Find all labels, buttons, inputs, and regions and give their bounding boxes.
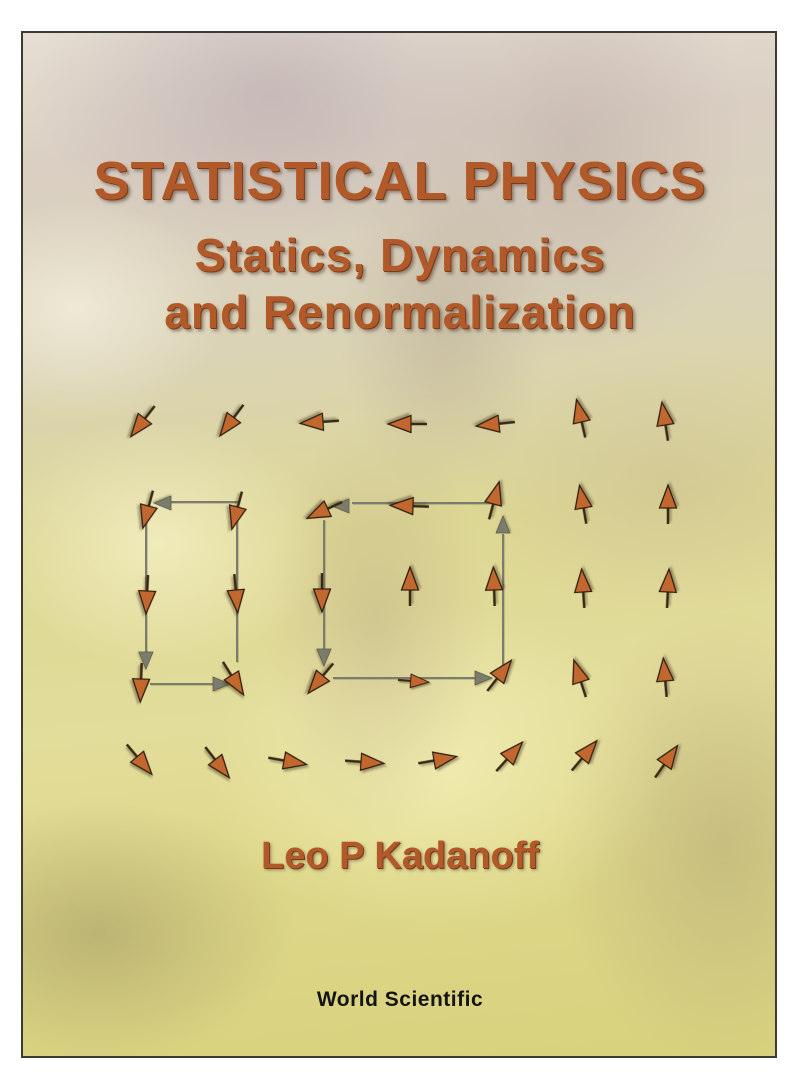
spin-arrow-icon [465,472,524,531]
spin-arrow-icon [470,398,523,451]
spin-arrow-icon [557,563,608,614]
spin-arrow-icon [293,478,357,542]
spin-arrow-icon [183,728,250,795]
spin-arrow-icon [409,732,465,788]
book-cover [21,31,777,1058]
spin-arrow-icon [386,563,434,611]
spin-arrow-icon [208,481,267,540]
spin-arrow-icon [338,736,389,787]
spin-arrow-icon [116,657,166,707]
spin-arrow-icon [550,722,618,790]
spin-arrow-icon [294,396,345,447]
spin-arrow-icon [393,661,434,702]
book-subtitle-line2: and Renormalization [164,286,636,338]
author-name: Leo P Kadanoff [261,835,539,877]
spin-arrow-icon [259,733,315,789]
marbled-background [23,33,775,1056]
block-line [352,502,491,504]
spin-arrow-icon [643,564,693,614]
spin-arrow-icon [384,400,432,448]
spin-arrow-icon [287,644,355,712]
spin-arrow-icon [119,480,178,539]
block-line [168,501,238,503]
block-flow-arrow-icon [471,666,495,690]
spin-arrow-icon [105,725,173,793]
spin-arrow-icon [469,562,519,612]
spin-arrow-icon [550,649,610,709]
spin-arrow-icon [465,642,532,709]
publisher-name: World Scientific [316,988,484,1011]
block-flow-arrow-icon [134,648,158,672]
spin-arrow-icon [555,477,611,533]
spin-arrow-icon [633,729,700,796]
block-line [150,683,218,685]
spin-arrow-icon [210,567,262,619]
spin-arrow-icon [552,390,610,448]
block-flow-arrow-icon [491,513,515,537]
spin-arrow-icon [644,481,692,529]
spin-arrow-icon [198,386,265,453]
block-flow-arrow-icon [209,672,233,696]
book-title: STATISTICAL PHYSICS [93,151,707,211]
block-line [323,520,325,652]
spin-arrow-icon [639,652,691,704]
block-line [502,534,504,668]
spin-arrow-icon [298,568,346,616]
spin-arrow-icon [385,481,435,531]
book-subtitle-line1: Statics, Dynamics [194,229,606,281]
spin-arrow-icon [638,395,693,450]
spin-arrow-icon [200,645,266,711]
block-flow-arrow-icon [312,645,336,669]
block-line [333,677,480,679]
spin-arrow-icon [475,723,543,791]
spin-arrow-icon [109,387,176,454]
block-flow-arrow-icon [151,491,175,515]
spin-arrow-icon [122,569,172,619]
block-line [145,516,147,656]
